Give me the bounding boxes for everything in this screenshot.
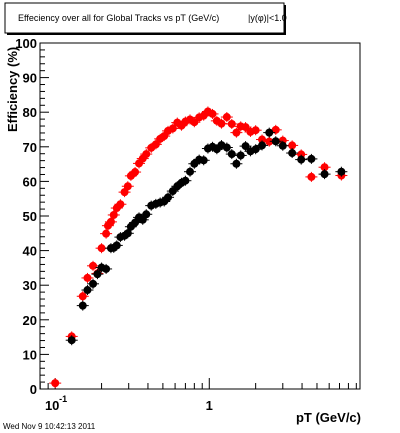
data-point [337,167,346,176]
data-point [151,140,160,149]
data-point [265,128,274,137]
data-point [116,200,125,209]
data-point [217,119,226,128]
x-tick-exponent: -1 [59,394,67,404]
x-tick-label: 10 [45,398,59,413]
y-tick-label: 30 [23,278,37,293]
data-point [142,150,151,159]
data-point [320,163,329,172]
y-tick-label: 40 [23,244,37,259]
y-tick-label: 80 [23,105,37,120]
data-point [288,149,297,158]
data-point [236,151,245,160]
data-point [232,128,241,137]
data-point [227,150,236,159]
data-point [123,229,132,238]
data-point [232,159,241,168]
data-point [251,126,260,135]
series-layer [49,106,348,389]
chart-title-suffix: |y(φ)|<1.0 [248,13,287,23]
data-point [97,244,106,253]
title-box-frame [4,2,285,34]
data-point [271,137,280,146]
x-axis-label: pT (GeV/c) [296,410,361,425]
x-tick-label: 1 [206,398,213,413]
y-tick-label: 20 [23,313,37,328]
data-point [297,155,306,164]
data-point [265,137,274,146]
data-point [112,241,121,250]
data-point [190,118,199,127]
data-point [168,124,177,133]
data-point [320,170,329,179]
y-tick-label: 10 [23,347,37,362]
data-point [222,143,231,152]
data-point [307,172,316,181]
data-point [83,273,92,282]
data-point [278,141,287,150]
data-point [208,109,217,118]
y-tick-label: 70 [23,140,37,155]
data-point [123,182,132,191]
data-point [120,188,129,197]
y-axis-label: Efficiency (%) [5,47,20,132]
data-point [109,210,118,219]
data-point [186,167,195,176]
data-point [102,229,111,238]
y-tick-label: 100 [15,36,37,51]
y-tick-label: 50 [23,209,37,224]
chart-title: Effeciency over all for Global Tracks vs… [18,13,219,23]
data-point [258,141,267,150]
data-point [241,123,250,132]
data-point [89,279,98,288]
data-point [251,145,260,154]
data-point [106,217,115,226]
data-point [83,286,92,295]
data-point [67,336,76,345]
black-series [65,127,348,346]
data-point [131,168,140,177]
data-point [89,261,98,270]
data-point [78,301,87,310]
data-point [222,113,231,122]
data-point [181,176,190,185]
data-point [142,210,151,219]
data-point [78,292,87,301]
data-point [102,264,111,273]
y-tick-label: 0 [30,382,37,397]
data-point [227,119,236,128]
y-tick-label: 60 [23,174,37,189]
data-point [271,125,280,134]
data-point [51,379,60,388]
data-point [164,193,173,202]
title-box: Effeciency over all for Global Tracks vs… [4,2,287,35]
data-point [199,156,208,165]
data-point [241,142,250,151]
data-point [93,270,102,279]
timestamp: Wed Nov 9 10:42:13 2011 [3,422,96,431]
data-point [307,154,316,163]
data-point [288,141,297,150]
y-tick-label: 90 [23,71,37,86]
